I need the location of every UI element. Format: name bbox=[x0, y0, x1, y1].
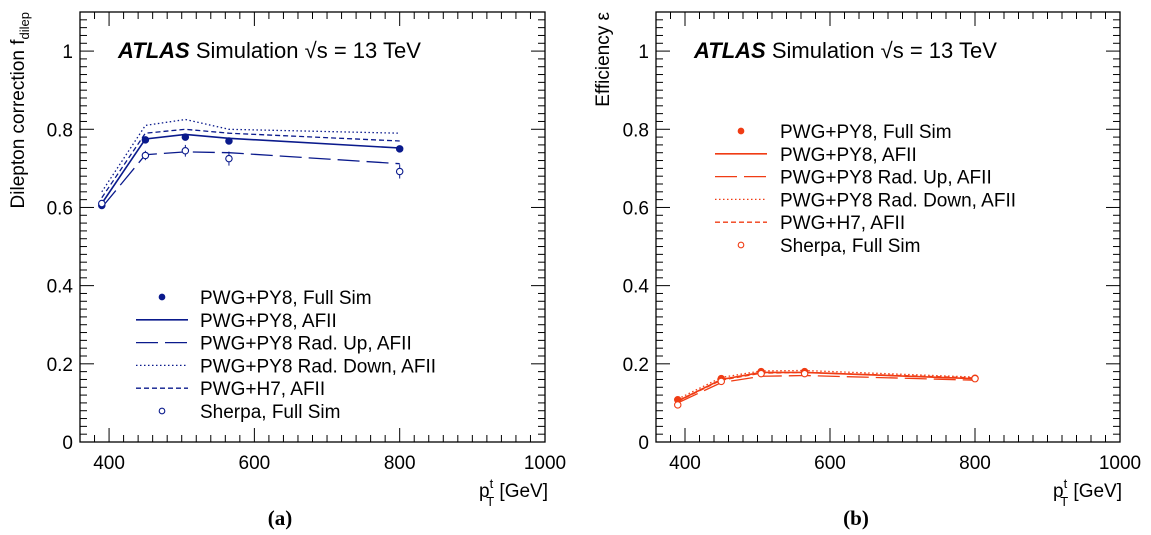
y-tick-label: 0.8 bbox=[47, 120, 73, 141]
x-tick-label: 1000 bbox=[1099, 453, 1141, 474]
y-tick-label: 0.8 bbox=[623, 120, 649, 141]
data-point bbox=[181, 147, 190, 155]
legend-label: PWG+PY8, AFII bbox=[200, 311, 337, 332]
series-line bbox=[101, 133, 400, 204]
y-axis-label-main: Efficiency ε bbox=[593, 11, 614, 106]
atlas-header-energy: = 13 TeV bbox=[328, 38, 421, 63]
y-tick-label: 0.4 bbox=[623, 277, 650, 298]
data-point bbox=[757, 369, 765, 378]
y-axis-label: Dilepton correction fdilep bbox=[8, 12, 32, 208]
x-axis-label-sub: T bbox=[486, 494, 494, 509]
y-tick-label: 0.6 bbox=[623, 198, 649, 219]
plot-frame bbox=[79, 11, 546, 443]
x-tick-label: 800 bbox=[959, 453, 991, 474]
legend-label: PWG+PY8 Rad. Down, AFII bbox=[200, 356, 436, 377]
x-tick-label: 600 bbox=[814, 453, 846, 474]
legend-label: PWG+PY8, Full Sim bbox=[200, 288, 372, 309]
data-point bbox=[800, 369, 809, 378]
legend-marker bbox=[737, 241, 745, 249]
atlas-header-sqrt: √s bbox=[881, 38, 904, 63]
panel-a: 400 600 800 1000 0 0.2 0.4 0.6 0.8 1 pt T [GeV] Dile… bbox=[8, 11, 566, 530]
series-line bbox=[101, 128, 400, 199]
legend-label: PWG+PY8 Rad. Down, AFII bbox=[780, 190, 1016, 211]
y-tick-label: 0.4 bbox=[47, 277, 74, 298]
data-point bbox=[98, 199, 106, 208]
data-point bbox=[395, 145, 404, 153]
y-axis-label-sub: dilep bbox=[17, 12, 32, 39]
x-axis-label-main: p bbox=[1053, 481, 1064, 502]
x-axis-label-unit: [GeV] bbox=[1068, 481, 1122, 502]
y-tick-label: 1 bbox=[638, 42, 649, 63]
data-point bbox=[225, 154, 233, 163]
x-axis-label: pt T [GeV] bbox=[479, 476, 548, 509]
y-axis-label: Efficiency ε bbox=[593, 11, 614, 106]
y-axis-label-main: Dilepton correction f bbox=[8, 39, 29, 209]
atlas-header-experiment: ATLAS bbox=[117, 38, 190, 63]
x-axis-label-sup: t bbox=[490, 476, 494, 491]
legend-marker bbox=[737, 127, 745, 135]
y-tick-label: 1 bbox=[62, 42, 73, 63]
x-tick-label: 600 bbox=[239, 453, 271, 474]
data-point bbox=[971, 374, 979, 383]
x-axis-label-main: p bbox=[479, 481, 490, 502]
y-tick-label: 0.2 bbox=[623, 355, 649, 376]
series-dotted bbox=[101, 118, 400, 193]
data-point bbox=[717, 377, 725, 386]
x-axis-label-sup: t bbox=[1064, 476, 1068, 491]
legend-label: PWG+PY8 Rad. Up, AFII bbox=[780, 168, 992, 189]
legend-marker bbox=[158, 293, 166, 301]
series-line bbox=[101, 118, 400, 193]
x-tick-label: 400 bbox=[93, 453, 125, 474]
atlas-header-word: Simulation bbox=[766, 38, 881, 63]
legend-label: Sherpa, Full Sim bbox=[780, 236, 920, 257]
atlas-header: ATLAS Simulation √s = 13 TeV bbox=[693, 38, 997, 63]
data-point bbox=[395, 167, 404, 176]
series-longdash bbox=[101, 151, 400, 208]
legend-label: Sherpa, Full Sim bbox=[200, 402, 340, 423]
series-solid bbox=[101, 133, 400, 204]
data-point bbox=[673, 401, 682, 409]
x-tick-label: 1000 bbox=[524, 453, 566, 474]
series-marker-open bbox=[673, 369, 979, 409]
series-dashed bbox=[101, 128, 400, 199]
y-tick-label: 0.2 bbox=[47, 355, 73, 376]
data-point bbox=[141, 151, 150, 160]
y-tick-label: 0 bbox=[638, 433, 649, 454]
legend-marker bbox=[158, 407, 166, 415]
legend-label: PWG+PY8, Full Sim bbox=[780, 122, 952, 143]
x-axis-label-sub: T bbox=[1060, 494, 1068, 509]
panel-b: 400 600 800 1000 0 0.2 0.4 0.6 0.8 1 pt T [GeV] Effi… bbox=[593, 11, 1141, 530]
series-line bbox=[101, 151, 400, 208]
y-tick-label: 0.6 bbox=[47, 198, 73, 219]
series-marker-open bbox=[98, 144, 404, 208]
atlas-header: ATLAS Simulation √s = 13 TeV bbox=[117, 38, 421, 63]
atlas-header-word: Simulation bbox=[190, 38, 305, 63]
x-tick-label: 800 bbox=[384, 453, 416, 474]
panel-label: (a) bbox=[268, 506, 293, 530]
atlas-header-sqrt: √s bbox=[305, 38, 328, 63]
x-tick-label: 400 bbox=[669, 453, 701, 474]
panel-label: (b) bbox=[843, 506, 869, 530]
y-tick-label: 0 bbox=[62, 433, 73, 454]
legend-label: PWG+H7, AFII bbox=[200, 379, 325, 400]
legend-label: PWG+H7, AFII bbox=[780, 213, 905, 234]
legend-label: PWG+PY8, AFII bbox=[780, 145, 917, 166]
legend-label: PWG+PY8 Rad. Up, AFII bbox=[200, 334, 412, 355]
x-axis-label: pt T [GeV] bbox=[1053, 476, 1122, 509]
x-axis-label-unit: [GeV] bbox=[494, 481, 548, 502]
atlas-header-energy: = 13 TeV bbox=[904, 38, 997, 63]
atlas-header-experiment: ATLAS bbox=[693, 38, 766, 63]
